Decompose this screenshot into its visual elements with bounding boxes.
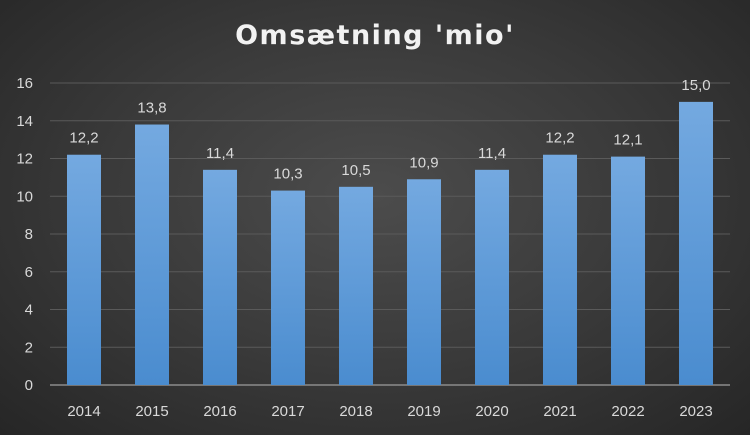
y-tick-label: 8 (25, 226, 33, 243)
bar-2016 (203, 169, 237, 385)
bar-2023 (679, 101, 713, 385)
y-tick-label: 2 (25, 339, 33, 356)
y-tick-label: 16 (16, 75, 33, 92)
x-tick-label: 2022 (611, 403, 644, 420)
data-label: 10,3 (273, 166, 302, 183)
data-label: 15,0 (681, 77, 710, 94)
bar-2020 (475, 169, 509, 385)
x-tick-label: 2016 (203, 403, 236, 420)
x-tick-label: 2014 (67, 403, 100, 420)
data-label: 12,2 (545, 130, 574, 147)
bar-2022 (611, 156, 645, 385)
x-tick-label: 2015 (135, 403, 168, 420)
bar-2015 (135, 124, 169, 386)
y-tick-label: 4 (25, 302, 33, 319)
bar-2017 (271, 190, 305, 385)
x-tick-label: 2019 (407, 403, 440, 420)
bar-2019 (407, 179, 441, 385)
data-label: 12,2 (69, 130, 98, 147)
y-tick-label: 0 (25, 377, 33, 394)
bar-2014 (67, 154, 101, 385)
x-tick-label: 2020 (475, 403, 508, 420)
data-label: 12,1 (613, 132, 642, 149)
data-label: 13,8 (137, 100, 166, 117)
data-label: 10,5 (341, 162, 370, 179)
data-label: 11,4 (478, 145, 506, 162)
bar-2021 (543, 154, 577, 385)
y-tick-label: 6 (25, 264, 33, 281)
y-tick-label: 12 (16, 151, 33, 168)
chart-title: Omsætning 'mio' (235, 20, 515, 51)
x-tick-label: 2021 (543, 403, 576, 420)
y-tick-label: 10 (16, 188, 33, 205)
x-tick-label: 2023 (679, 403, 712, 420)
data-label: 10,9 (409, 154, 438, 171)
data-label: 11,4 (206, 145, 234, 162)
x-tick-label: 2018 (339, 403, 372, 420)
y-tick-label: 14 (16, 113, 33, 130)
x-tick-label: 2017 (271, 403, 304, 420)
bar-2018 (339, 186, 373, 385)
